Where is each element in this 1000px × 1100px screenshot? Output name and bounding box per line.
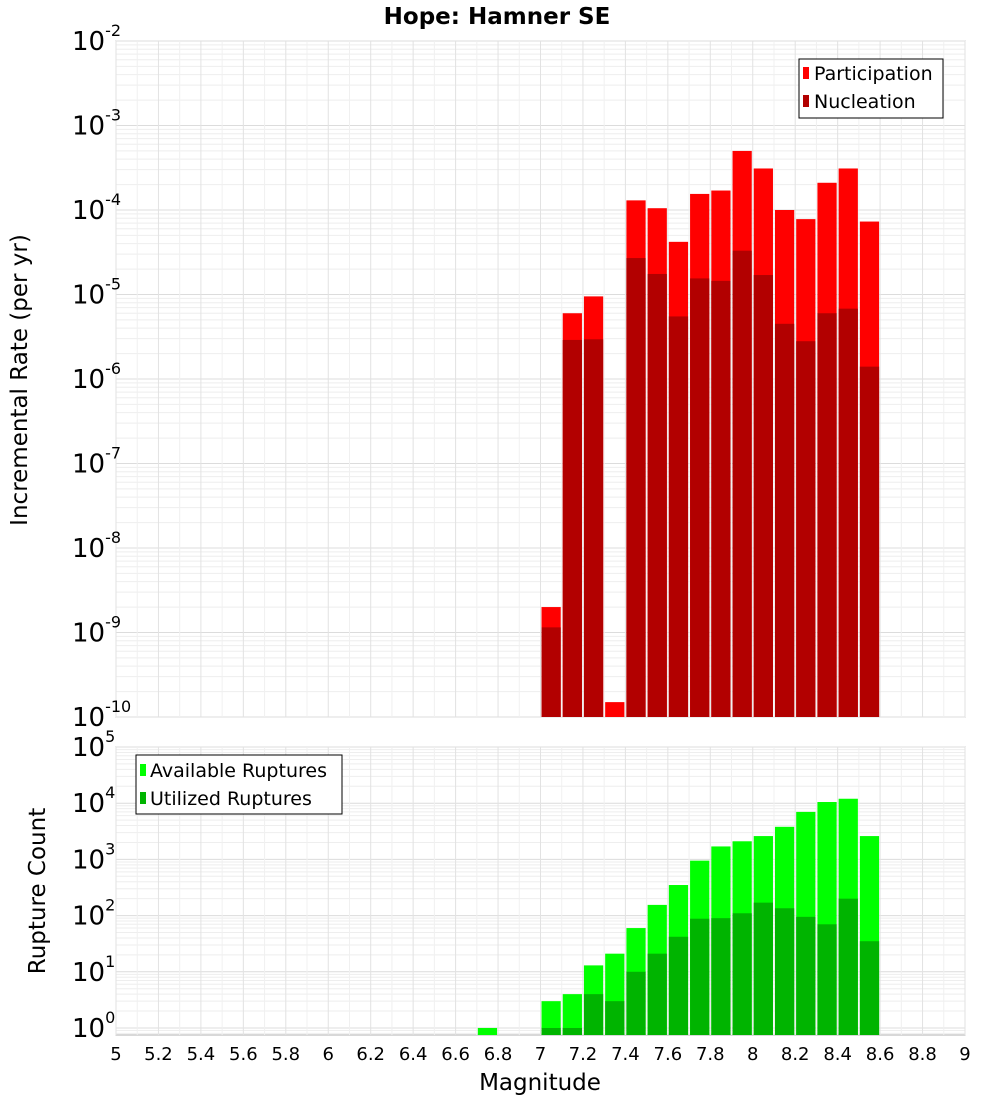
nucleation-bar (668, 316, 689, 717)
count-y-axis-label: Rupture Count (25, 808, 51, 974)
y-tick-label: 10-10 (72, 697, 131, 733)
x-tick-label: 6.8 (484, 1044, 513, 1065)
rate-grid (115, 40, 966, 718)
utilized-bar (626, 971, 646, 1035)
nucleation-bar (690, 278, 710, 717)
y-tick-label: 10-3 (72, 106, 121, 142)
y-tick-label: 10-9 (72, 613, 121, 649)
x-tick-labels: 5 5.2 5.4 5.6 5.8 6 6.2 6.4 6.6 6.8 7 7.2 7.4 7.6 7.8 8… (110, 1044, 970, 1065)
rate-legend-box (798, 58, 944, 119)
y-tick-label: 104 (72, 783, 115, 819)
x-tick-label: 7.2 (569, 1044, 598, 1065)
count-panel: 100 101 102 103 104 105 5 5.2 5.4 5.6 5.8 6 6.2 6.4 6… (25, 727, 971, 1096)
nucleation-bar (711, 280, 731, 717)
participation-legend-swatch (803, 67, 809, 79)
rate-legend: Participation Nucleation (798, 58, 944, 119)
utilized-bar (796, 916, 816, 1035)
x-tick-label: 5.8 (271, 1044, 300, 1065)
y-tick-label: 10-6 (72, 359, 121, 395)
utilized-bar (541, 1027, 561, 1035)
utilized-bar (817, 924, 837, 1035)
x-tick-label: 5.6 (229, 1044, 258, 1065)
count-y-tick-labels: 100 101 102 103 104 105 (72, 727, 115, 1044)
count-legend: Available Ruptures Utilized Ruptures (135, 754, 343, 815)
x-tick-label: 7 (535, 1044, 546, 1065)
x-axis-label: Magnitude (479, 1070, 601, 1096)
utilized-legend-swatch (140, 792, 146, 804)
nucleation-bar (859, 366, 880, 717)
available-bar (477, 1027, 498, 1035)
nucleation-bar (817, 313, 837, 717)
utilized-bar (605, 1001, 625, 1035)
x-tick-label: 6 (323, 1044, 334, 1065)
x-tick-label: 7.6 (654, 1044, 683, 1065)
utilized-bar (668, 936, 689, 1035)
utilized-bar (859, 941, 880, 1035)
available-bar (562, 994, 582, 1035)
utilized-bar (774, 908, 795, 1035)
utilized-bar (732, 913, 752, 1035)
x-tick-label: 8.2 (781, 1044, 810, 1065)
nucleation-bar (838, 308, 858, 717)
y-tick-label: 10-2 (72, 21, 121, 57)
rate-bars (541, 150, 880, 718)
y-tick-label: 10-4 (72, 190, 121, 226)
nucleation-legend-label: Nucleation (814, 91, 916, 113)
utilized-bar (753, 902, 773, 1035)
available-legend-label: Available Ruptures (150, 760, 327, 782)
nucleation-bar (647, 273, 667, 717)
y-tick-label: 100 (72, 1008, 115, 1044)
nucleation-bar (541, 627, 561, 717)
rate-y-tick-labels: 10-10 10-9 10-8 10-7 10-6 10-5 10-4 10-3 10-2 (72, 21, 131, 733)
y-tick-label: 10-5 (72, 275, 121, 311)
x-tick-label: 6.4 (399, 1044, 428, 1065)
nucleation-bar (562, 339, 582, 717)
y-tick-label: 105 (72, 727, 115, 763)
count-bars (477, 798, 880, 1035)
nucleation-bar (732, 250, 752, 717)
available-bar (541, 1001, 561, 1035)
x-tick-label: 8.8 (908, 1044, 937, 1065)
rate-panel: 10-10 10-9 10-8 10-7 10-6 10-5 10-4 10-3 10-2 In… (7, 21, 966, 733)
utilized-bar (838, 898, 858, 1035)
rate-y-axis-label: Incremental Rate (per yr) (7, 234, 33, 526)
nucleation-bar (626, 258, 646, 717)
y-tick-label: 10-8 (72, 528, 121, 564)
participation-bar (605, 702, 625, 717)
x-tick-label: 8.6 (866, 1044, 895, 1065)
y-tick-label: 102 (72, 896, 115, 932)
x-tick-label: 5.4 (187, 1044, 216, 1065)
x-tick-label: 8.4 (823, 1044, 852, 1065)
available-legend-swatch (140, 764, 146, 776)
x-tick-label: 8 (747, 1044, 758, 1065)
utilized-legend-label: Utilized Ruptures (150, 788, 312, 810)
x-tick-label: 7.8 (696, 1044, 725, 1065)
utilized-bar (690, 918, 710, 1035)
nucleation-bar (796, 341, 816, 717)
y-tick-label: 103 (72, 839, 115, 875)
utilized-bar (711, 918, 731, 1035)
x-tick-label: 5.2 (144, 1044, 173, 1065)
x-tick-label: 6.6 (441, 1044, 470, 1065)
nucleation-legend-swatch (803, 95, 809, 107)
y-tick-label: 10-7 (72, 444, 121, 480)
x-tick-label: 7.4 (611, 1044, 640, 1065)
x-tick-label: 6.2 (356, 1044, 385, 1065)
participation-legend-label: Participation (814, 63, 933, 85)
x-tick-label: 9 (959, 1044, 970, 1065)
nucleation-bar (753, 275, 773, 717)
nucleation-bar (583, 339, 604, 717)
nucleation-bar (774, 323, 795, 717)
x-tick-label: 5 (110, 1044, 121, 1065)
utilized-bar (562, 1027, 582, 1035)
y-tick-label: 101 (72, 952, 115, 988)
count-legend-box (135, 754, 343, 815)
utilized-bar (647, 953, 667, 1035)
chart-title: Hope: Hamner SE (384, 4, 611, 30)
utilized-bar (583, 994, 604, 1035)
